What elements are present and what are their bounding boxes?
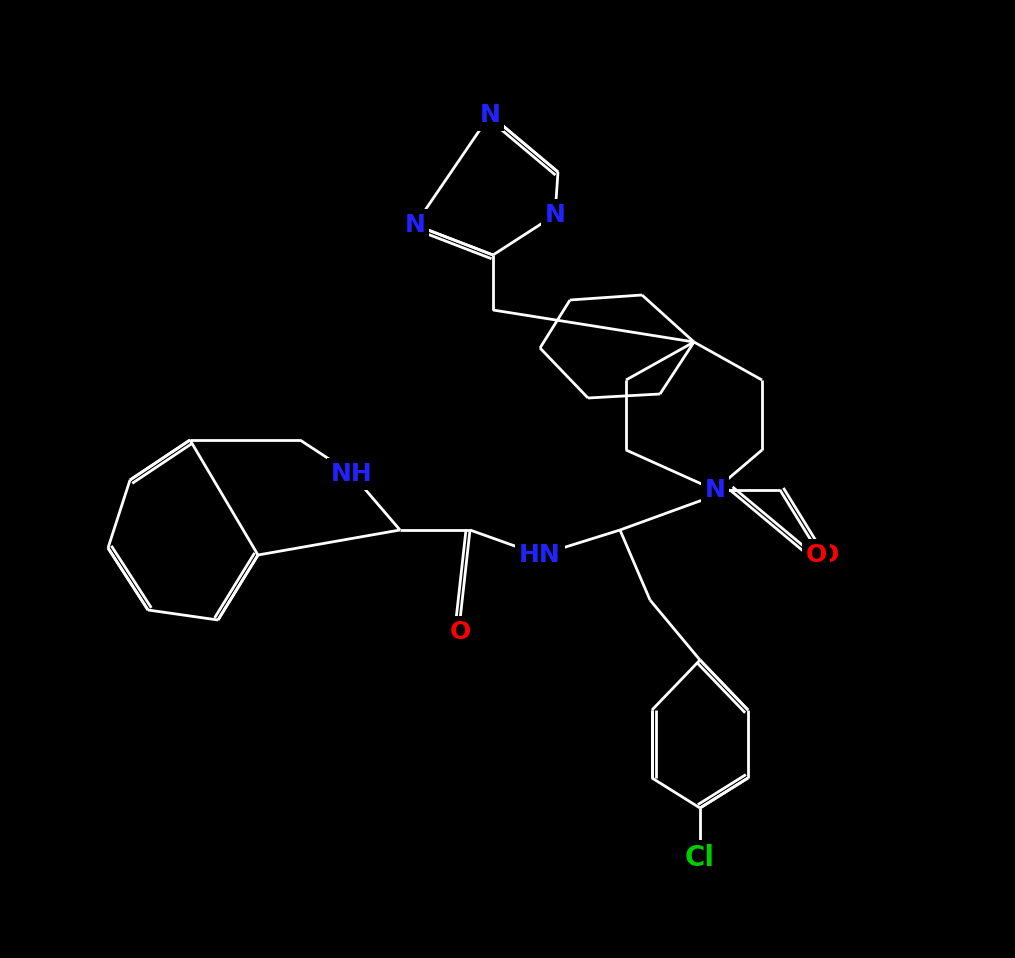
Text: Cl: Cl [685, 844, 715, 872]
Text: HN: HN [519, 543, 561, 567]
Text: N: N [479, 103, 500, 127]
Text: O: O [805, 543, 826, 567]
Text: O: O [817, 543, 838, 567]
Text: NH: NH [331, 462, 373, 486]
Text: N: N [704, 478, 726, 502]
Text: N: N [405, 213, 425, 237]
Text: O: O [450, 620, 471, 644]
Text: N: N [545, 203, 565, 227]
